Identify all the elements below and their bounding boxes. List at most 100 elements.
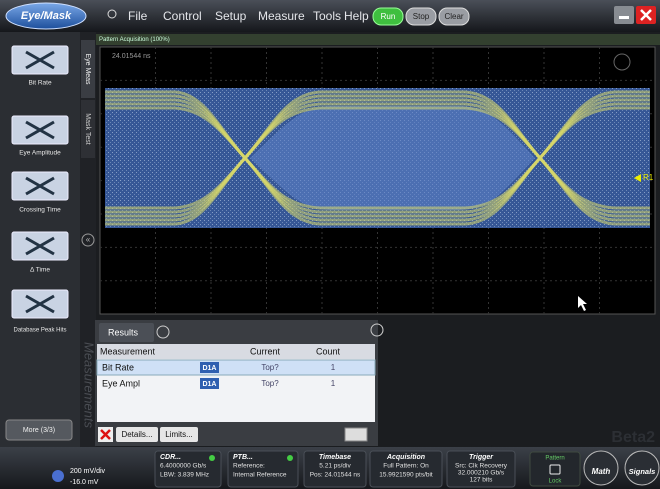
panel-line: 6.4000000 Gb/s [160, 463, 207, 470]
menu-item[interactable]: Control [163, 9, 202, 23]
delete-icon [100, 429, 111, 440]
status-panel[interactable] [446, 450, 516, 488]
close-icon [640, 9, 652, 21]
tool-icon[interactable] [613, 53, 631, 71]
details-button[interactable] [116, 427, 158, 442]
panel-line: Full Pattern: On [383, 463, 429, 470]
results-title: Results [108, 327, 139, 337]
sun-icon[interactable] [107, 9, 117, 19]
title-bar [0, 0, 660, 32]
sidebar-button-label: Crossing Time [19, 207, 61, 214]
collapse-results[interactable] [370, 323, 384, 337]
menu-item[interactable]: Tools [313, 9, 341, 23]
column-header: Measurement [100, 346, 156, 356]
sidebar-icon [25, 236, 55, 256]
panel-line: 127 bits [470, 477, 494, 484]
watermark-tab: Measurements [82, 342, 97, 428]
cursor [578, 296, 587, 311]
panel-title: Timebase [319, 454, 351, 461]
pattern-panel[interactable] [529, 451, 581, 487]
status-panel[interactable] [303, 450, 367, 488]
collapse-icon: « [86, 235, 91, 244]
panel-title: PTB... [233, 454, 253, 461]
status-panel[interactable] [369, 450, 443, 488]
run-button[interactable] [372, 7, 404, 26]
table-row[interactable] [96, 359, 376, 376]
results-play[interactable] [156, 325, 170, 339]
column-header: Current [250, 346, 281, 356]
acquisition-status: Pattern Acquisition (100%) [99, 37, 170, 43]
column-header: Count [316, 346, 341, 356]
tab[interactable] [81, 40, 95, 98]
current-value: Top? [261, 379, 279, 388]
table-row[interactable] [97, 376, 375, 391]
channel-icon[interactable] [52, 470, 64, 482]
signals-button[interactable] [624, 450, 660, 486]
sidebar-button-label: Bit Rate [28, 80, 52, 87]
limits-button[interactable] [160, 427, 198, 442]
watermark: Beta2 [611, 429, 655, 446]
eye-opening [250, 106, 535, 210]
measurement-name: Bit Rate [102, 362, 134, 372]
eye-trace [105, 106, 650, 226]
status-panel[interactable] [227, 450, 299, 488]
count-value: 1 [331, 379, 336, 388]
panel-line: 15.9921590 pts/bit [379, 472, 433, 479]
source-badge [200, 378, 219, 389]
count-value: 1 [331, 363, 336, 372]
panel-title: CDR... [160, 454, 181, 461]
status-panel[interactable] [154, 450, 222, 488]
acquisition-strip [96, 34, 660, 45]
sidebar-icon [25, 50, 55, 70]
status-led [287, 455, 293, 461]
panel-line: Src: Clk Recovery [455, 463, 508, 470]
menu-item[interactable]: Setup [215, 9, 247, 23]
panel-title: Acquisition [386, 454, 425, 461]
menu-item[interactable]: Measure [258, 9, 305, 23]
app-button[interactable] [5, 2, 87, 30]
tab-label: Eye Meas [84, 53, 91, 85]
stop-label: Stop [413, 12, 430, 21]
table-view-button[interactable] [344, 427, 368, 442]
details-label: Details... [121, 430, 152, 439]
panel-line: 32.000210 Gb/s [458, 470, 505, 477]
more-button[interactable] [5, 419, 73, 441]
panel-line: 5.21 ps/div [319, 463, 351, 470]
signals-label: Signals [629, 467, 656, 476]
pattern-title: Pattern [545, 456, 564, 462]
panel-line: Internal Reference [233, 472, 287, 479]
menu-item[interactable]: Help [344, 9, 369, 23]
channel-offset: -16.0 mV [70, 479, 99, 486]
tab-label: Mask Test [84, 113, 91, 144]
tab[interactable] [81, 100, 95, 158]
stop-button[interactable] [405, 7, 437, 26]
more-label: More (3/3) [23, 427, 55, 434]
results-tab[interactable] [99, 323, 154, 342]
channel-scale: 200 mV/div [70, 468, 106, 475]
minimize-icon [619, 16, 629, 19]
measurement-name: Eye Ampl [102, 378, 140, 388]
sidebar-button-label: Eye Amplitude [19, 150, 61, 157]
source-label: D1A [202, 365, 216, 372]
collapse-button[interactable] [81, 233, 95, 247]
sidebar-icon [25, 120, 55, 140]
sidebar-button-label: Database Peak Hits [13, 328, 66, 334]
panel-line: LBW: 3.839 MHz [160, 472, 209, 479]
lock-icon [549, 464, 561, 475]
run-label: Run [381, 12, 396, 21]
current-value: Top? [261, 363, 279, 372]
sidebar-icon [25, 176, 55, 196]
menu-item[interactable]: File [128, 9, 148, 23]
panel-line: Pos: 24.01544 ns [310, 472, 361, 479]
table-header [97, 344, 375, 359]
clear-label: Clear [444, 12, 463, 21]
math-button[interactable] [583, 450, 619, 486]
source-label: D1A [202, 381, 216, 388]
status-led [209, 455, 215, 461]
panel-line: Reference: [233, 463, 265, 470]
app-title: Eye/Mask [21, 10, 72, 22]
position-readout: 24.01544 ns [112, 53, 151, 60]
pattern-status: Lock [549, 479, 563, 485]
minimize-button[interactable] [614, 6, 634, 24]
clear-button[interactable] [438, 7, 470, 26]
